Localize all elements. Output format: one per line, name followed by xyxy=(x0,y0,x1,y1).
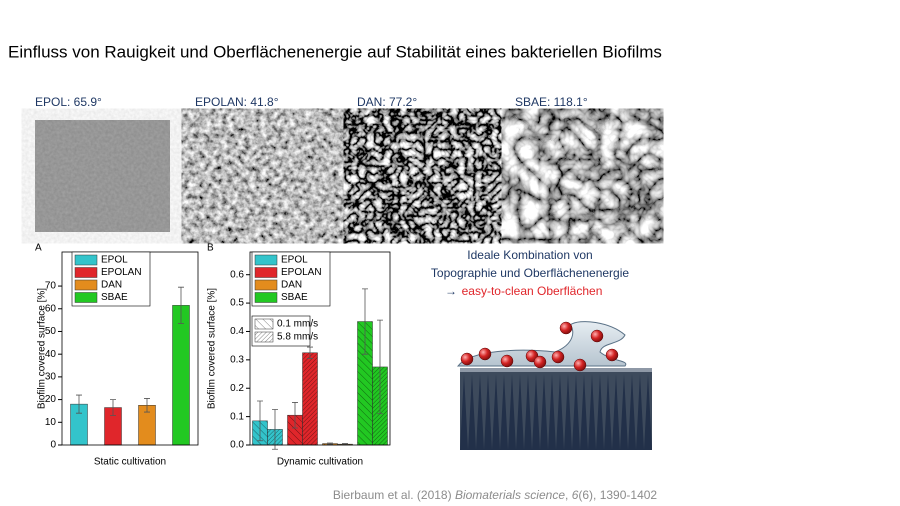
legend-swatch xyxy=(74,254,98,266)
y-tick-label: 40 xyxy=(45,349,57,360)
error-bar xyxy=(307,346,313,359)
slide-title: Einfluss von Rauigkeit und Oberflächenen… xyxy=(8,42,662,61)
y-axis-label: Biofilm covered surface [%] xyxy=(37,288,48,409)
error-bar xyxy=(327,442,333,445)
error-bar xyxy=(110,399,116,416)
citation-rest: (6), 1390-1402 xyxy=(578,488,657,502)
y-tick-label: 0.2 xyxy=(230,383,244,394)
error-bar xyxy=(257,400,263,442)
bar-hatch xyxy=(302,352,318,445)
legend-label: DAN xyxy=(101,280,122,291)
legend-label: EPOLAN xyxy=(101,267,142,278)
biofilm xyxy=(456,321,627,367)
sem-image xyxy=(515,120,650,232)
legend-swatch xyxy=(254,267,278,278)
y-tick-label: 10 xyxy=(45,417,57,428)
bar-hatch xyxy=(357,321,373,445)
legend-label: EPOL xyxy=(281,255,308,266)
bacteria xyxy=(460,321,619,372)
surface xyxy=(460,368,652,450)
legend-swatch xyxy=(74,267,98,278)
error-bar xyxy=(377,319,383,415)
y-tick-label: 0.3 xyxy=(230,354,244,365)
citation-volume: 6 xyxy=(572,488,579,502)
note: Ideale Kombination von Topographie und O… xyxy=(431,248,629,298)
image-label: EPOLAN: 41.8° xyxy=(195,95,279,109)
bar xyxy=(172,305,190,446)
y-tick-label: 0.1 xyxy=(230,411,244,422)
y-tick-label: 0.6 xyxy=(230,269,244,280)
legend-swatch xyxy=(74,279,98,291)
y-tick-label: 0.4 xyxy=(230,326,244,337)
chart-b: B Biofilm covered surface [%] Dynamic cult… xyxy=(207,243,391,468)
sem-image xyxy=(195,120,330,232)
sem-images: EPOL: 65.9° EPOLAN: 41.8° DAN: 77.2° SBA… xyxy=(35,95,650,232)
panel-label: A xyxy=(35,243,42,254)
note-line: easy-to-clean Oberflächen xyxy=(462,284,603,298)
error-bar xyxy=(178,286,184,324)
y-tick-label: 60 xyxy=(45,303,57,314)
error-bar xyxy=(272,409,278,450)
bar-hatch xyxy=(287,415,303,445)
y-tick-label: 0.0 xyxy=(230,440,244,451)
legend-label: 0.1 mm/s xyxy=(277,319,318,330)
error-bar xyxy=(292,402,298,429)
y-axis-label: Biofilm covered surface [%] xyxy=(207,288,218,409)
legend-label: DAN xyxy=(281,280,302,291)
citation-authors: Bierbaum et al. (2018) xyxy=(333,488,452,502)
legend-label: SBAE xyxy=(281,292,308,303)
legend-swatch xyxy=(254,318,274,330)
y-tick-label: 50 xyxy=(45,326,57,337)
citation-sep: , xyxy=(565,488,568,502)
legend-swatch xyxy=(254,331,274,343)
image-label: SBAE: 118.1° xyxy=(515,95,588,109)
legend-label: EPOL xyxy=(101,255,128,266)
image-label: EPOL: 65.9° xyxy=(35,95,102,109)
x-axis-label: Static cultivation xyxy=(94,457,166,468)
sem-texture xyxy=(35,120,170,232)
y-tick-label: 0.5 xyxy=(230,298,244,309)
error-bar xyxy=(144,398,150,413)
y-tick-label: 20 xyxy=(45,394,57,405)
error-bar xyxy=(362,288,368,355)
citation: Bierbaum et al. (2018) Biomaterials scie… xyxy=(333,488,658,502)
y-tick-label: 70 xyxy=(45,281,57,292)
citation-journal: Biomaterials science xyxy=(455,488,565,502)
image-label: DAN: 77.2° xyxy=(357,95,417,109)
legend-swatch xyxy=(254,254,278,266)
y-tick-label: 30 xyxy=(45,372,57,383)
sem-image xyxy=(357,120,492,232)
note-arrow: → xyxy=(445,284,457,298)
legend-swatch xyxy=(254,292,278,303)
note-line: Ideale Kombination von xyxy=(467,248,592,262)
x-axis-label: Dynamic cultivation xyxy=(277,457,363,468)
legend-swatch xyxy=(74,292,98,303)
chart-a: A Biofilm covered surface [%] Static culti… xyxy=(35,243,199,468)
biofilm-diagram xyxy=(456,321,652,450)
note-line: Topographie und Oberflächenenergie xyxy=(431,266,629,280)
surface-top xyxy=(460,368,652,372)
legend-label: EPOLAN xyxy=(281,267,322,278)
legend-label: 5.8 mm/s xyxy=(277,332,318,343)
y-tick-label: 0 xyxy=(50,440,56,451)
legend-label: SBAE xyxy=(101,292,128,303)
surface-spikes xyxy=(460,374,652,450)
legend-swatch xyxy=(254,279,278,291)
error-bar xyxy=(76,394,82,414)
panel-label: B xyxy=(207,243,214,254)
